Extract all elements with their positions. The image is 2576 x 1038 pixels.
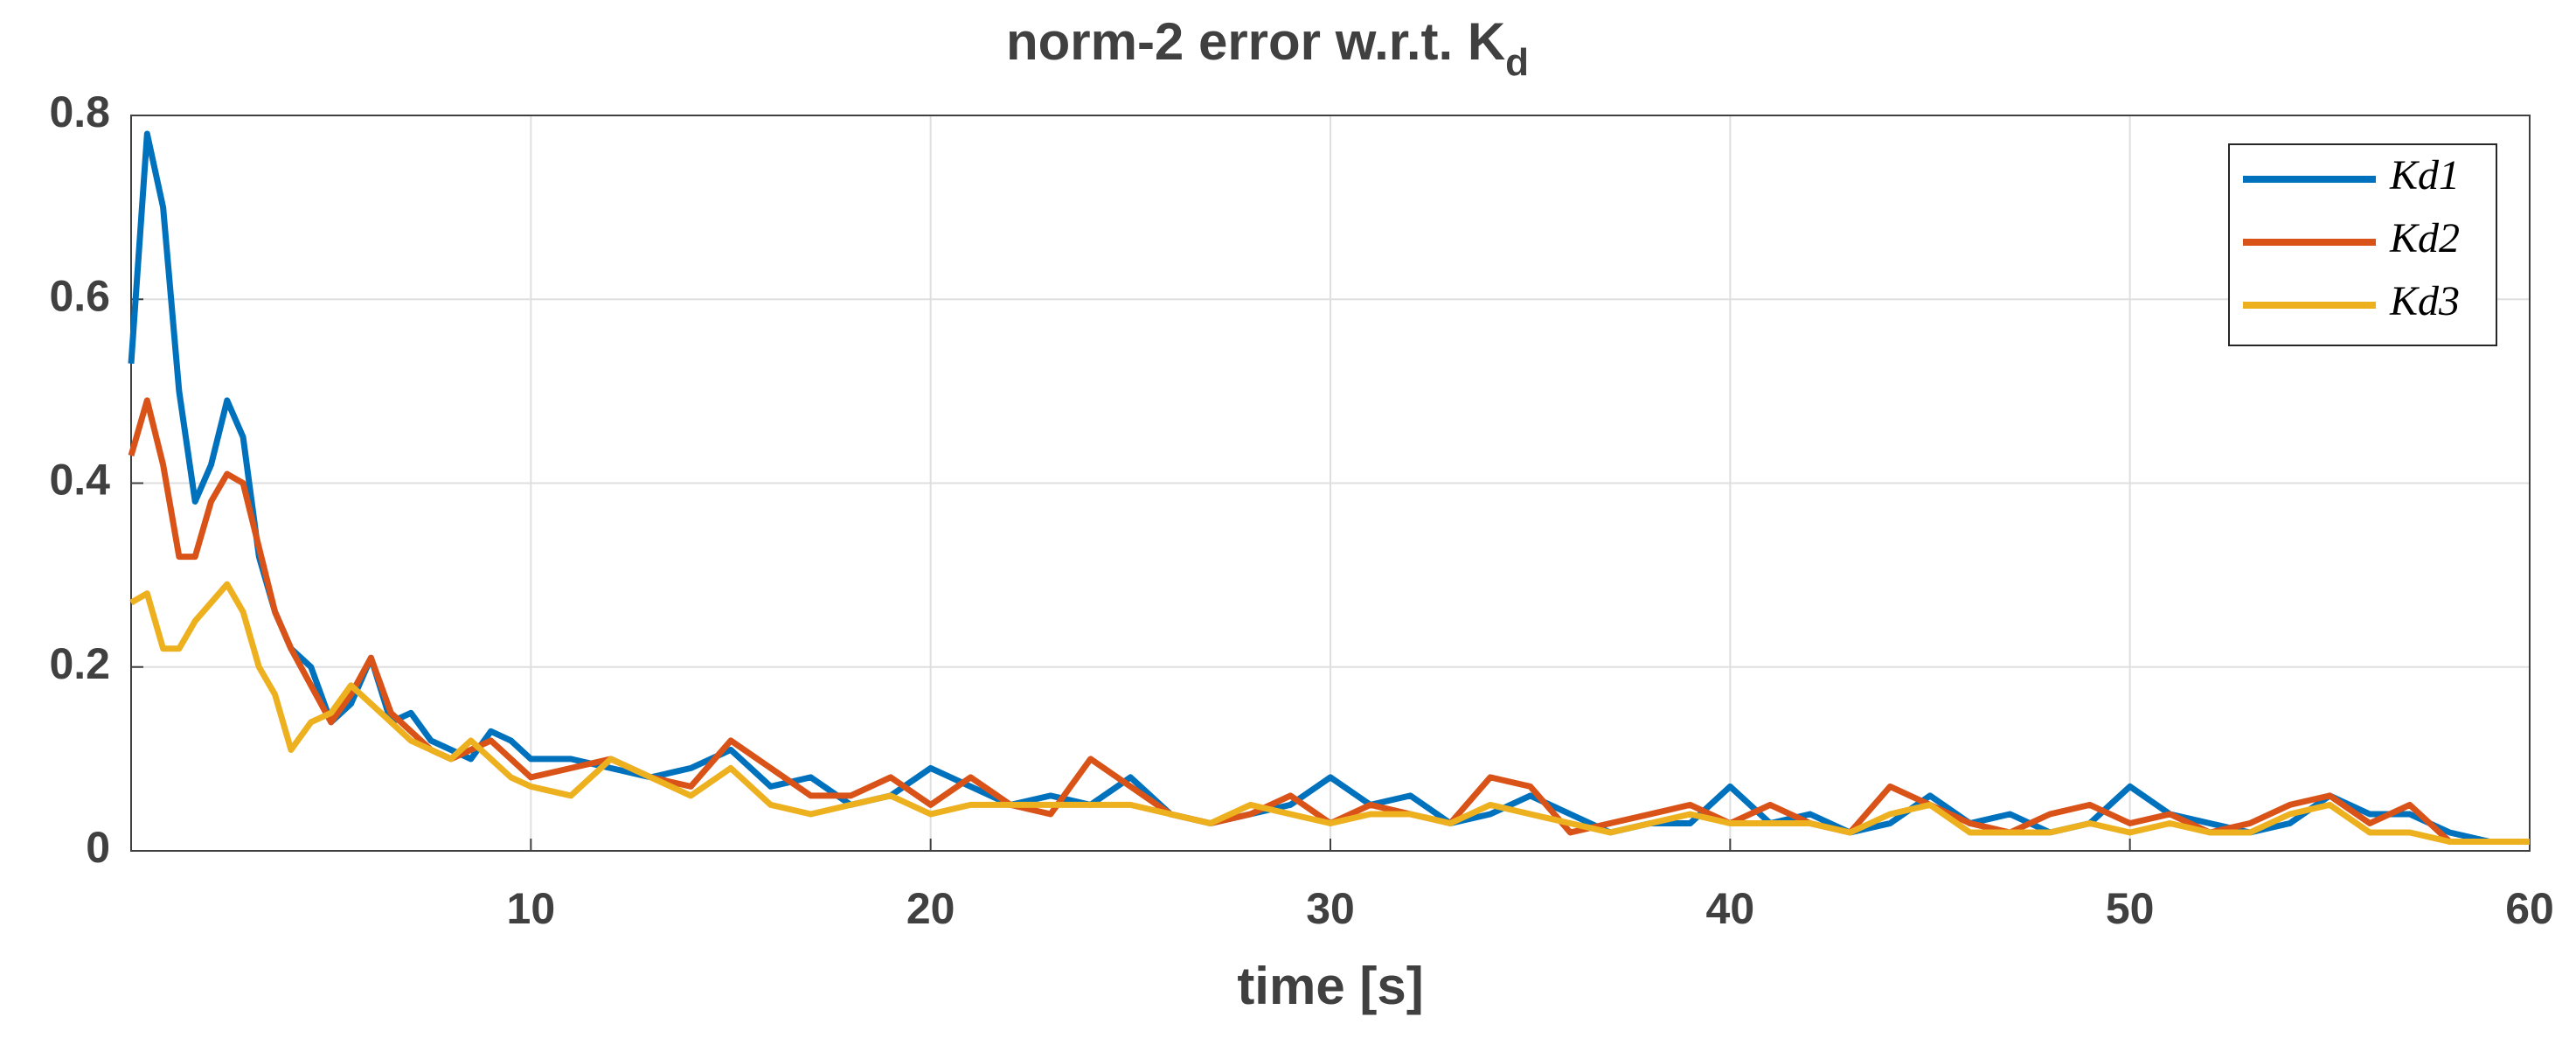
y-tick-label: 0.6 [49, 271, 110, 320]
plot-frame [130, 115, 2531, 852]
legend-label: Kd1 [2389, 152, 2460, 199]
legend-label: Kd3 [2389, 278, 2460, 324]
x-axis-label: time [s] [1237, 957, 1423, 1015]
x-tick-label: 20 [906, 884, 955, 933]
x-tick-label: 30 [1306, 884, 1355, 933]
chart-title: norm-2 error w.r.t. Kd [1006, 12, 1529, 84]
x-tick-label: 10 [507, 884, 556, 933]
y-tick-label: 0.4 [49, 456, 110, 505]
title-subscript: d [1505, 41, 1529, 84]
data-line [129, 581, 2530, 845]
y-tick-label: 0 [86, 823, 110, 872]
data-line [128, 397, 2530, 845]
legend-label: Kd2 [2389, 215, 2460, 261]
x-tick-label: 40 [1706, 884, 1755, 933]
x-tick-label: 60 [2505, 884, 2554, 933]
title-main: norm-2 error w.r.t. K [1006, 12, 1505, 71]
x-tick-label: 50 [2106, 884, 2155, 933]
y-tick-label: 0.2 [49, 639, 110, 688]
y-tick-label: 0.8 [49, 87, 110, 136]
